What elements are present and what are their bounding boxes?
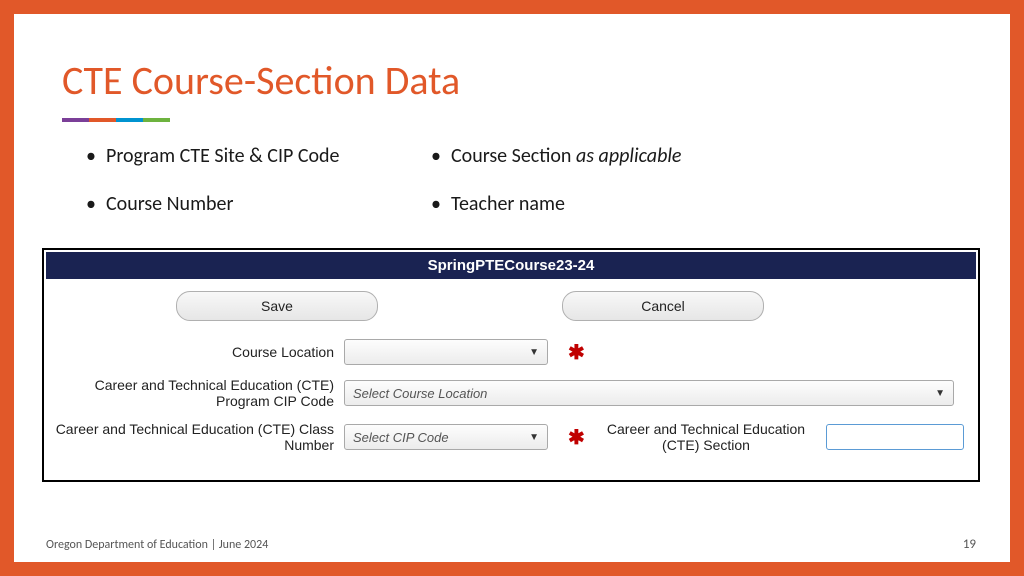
bullet-text: Course Section (451, 144, 576, 168)
dropdown-course-location[interactable] (344, 339, 548, 365)
dropdown-placeholder: Select Course Location (353, 386, 487, 401)
label-course-location: Course Location (44, 344, 344, 360)
slide-frame: CTE Course-Section Data Program CTE Site… (0, 0, 1024, 576)
form-grid: Course Location ✱ Career and Technical E… (44, 339, 978, 453)
footer-text: Oregon Department of Education | June 20… (46, 538, 268, 552)
required-star-icon: ✱ (564, 340, 596, 365)
page-number: 19 (963, 537, 976, 552)
dropdown-placeholder: Select CIP Code (353, 430, 449, 445)
bullet-item: Course Number (102, 192, 340, 216)
bullet-list-left: Program CTE Site & CIP Code Course Numbe… (102, 144, 340, 240)
form-screenshot: SpringPTECourse23-24 Save Cancel Course … (42, 248, 980, 482)
button-row: Save Cancel (44, 281, 978, 339)
save-button[interactable]: Save (176, 291, 378, 321)
dropdown-class-number[interactable]: Select CIP Code (344, 424, 548, 450)
cancel-button[interactable]: Cancel (562, 291, 764, 321)
bullet-text-italic: as applicable (576, 144, 682, 168)
bullet-list-right: Course Section as applicable Teacher nam… (447, 144, 682, 240)
bullet-item: Teacher name (447, 192, 682, 216)
label-class-number: Career and Technical Education (CTE) Cla… (44, 421, 344, 453)
required-star-icon: ✱ (564, 425, 596, 450)
bullet-item: Program CTE Site & CIP Code (102, 144, 340, 168)
label-section: Career and Technical Education (CTE) Sec… (596, 421, 826, 453)
textfield-section[interactable] (826, 424, 964, 450)
label-cip-code: Career and Technical Education (CTE) Pro… (44, 377, 344, 409)
slide-title: CTE Course-Section Data (62, 56, 460, 105)
form-banner-title: SpringPTECourse23-24 (46, 252, 976, 279)
dropdown-cip-code[interactable]: Select Course Location (344, 380, 954, 406)
title-accent-rule (62, 118, 170, 122)
slide-inner: CTE Course-Section Data Program CTE Site… (14, 14, 1010, 562)
bullet-item: Course Section as applicable (447, 144, 682, 168)
